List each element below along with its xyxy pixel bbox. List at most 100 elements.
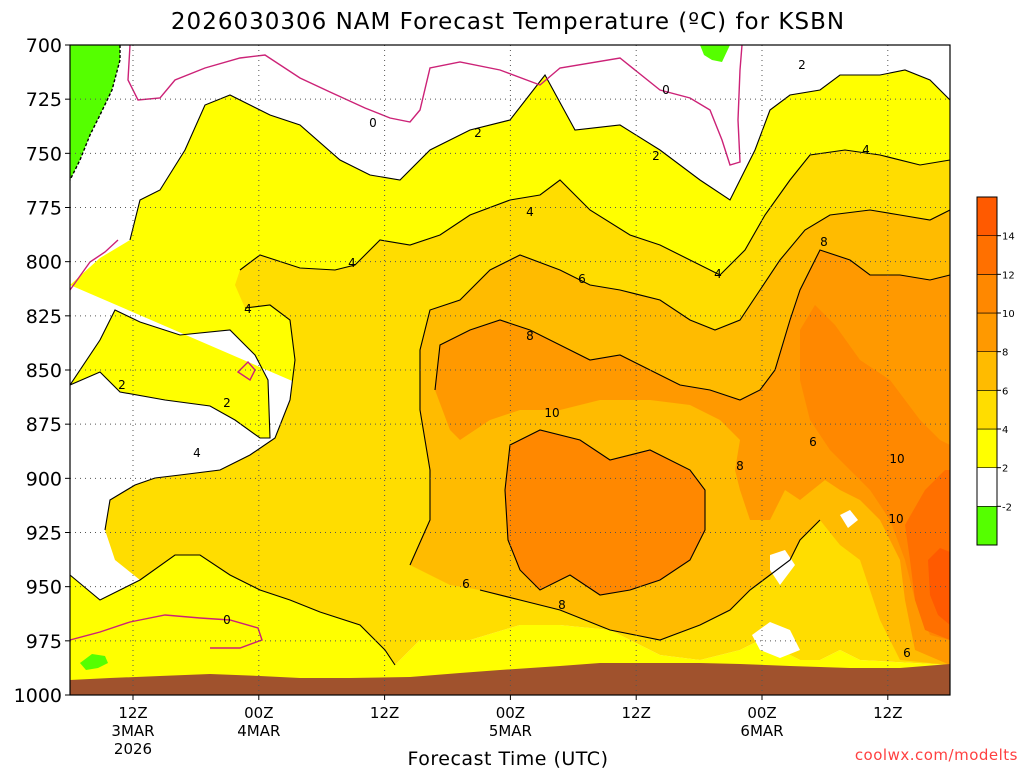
y-tick-label: 800: [26, 252, 62, 274]
cold-pocket-1: [770, 550, 795, 585]
zero-line-lower: [69, 614, 263, 649]
contour-label: 10: [544, 406, 559, 420]
x-tick-label: 00Z: [244, 704, 273, 722]
colorbar-tick-label: 6: [1002, 386, 1008, 397]
colorbar-swatch: [976, 235, 998, 275]
zero-line-left: [69, 239, 119, 291]
credit-link[interactable]: coolwx.com/modelts: [855, 746, 1018, 764]
contour-label: 4: [244, 302, 252, 316]
contour-label: 0: [662, 83, 670, 97]
contour-line-10: [504, 429, 706, 596]
ground-terrain: [70, 663, 950, 695]
contour-label: 4: [862, 143, 870, 157]
colorbar-swatch: [976, 312, 998, 352]
contour-label: 8: [558, 598, 566, 612]
colorbar-tick-label: 12: [1002, 270, 1015, 281]
colorbar-tick-label: 4: [1002, 425, 1008, 436]
y-axis: 700 725 750 775 800 825 850 875 900 925 950 975 1000: [14, 35, 70, 707]
y-tick-label: 1000: [14, 685, 62, 707]
colorbar-swatch: [976, 467, 998, 507]
colorbar-tick-label: 8: [1002, 348, 1008, 359]
y-tick-label: 825: [26, 306, 62, 328]
contour-label: 2: [652, 149, 660, 163]
colorbar-tick-label: 10: [1002, 309, 1015, 320]
contour-label: 4: [193, 446, 201, 460]
zero-line-top-1: [127, 44, 743, 166]
x-tick-label: 12Z: [622, 704, 651, 722]
contour-label: 6: [809, 435, 817, 449]
contour-label: 0: [369, 116, 377, 130]
contour-line-2: [129, 69, 951, 241]
colorbar-swatch: [976, 351, 998, 391]
cold-green-topleft: [70, 45, 120, 180]
y-tick-label: 925: [26, 523, 62, 545]
chart-title: 2026030306 NAM Forecast Temperature (ºC)…: [171, 9, 845, 35]
contour-line-left-4: [104, 304, 296, 531]
x-tick-label: 3MAR: [111, 722, 154, 740]
contour-label: 2: [798, 58, 806, 72]
cold-green-top: [700, 45, 730, 62]
contour-label: 8: [820, 235, 828, 249]
y-tick-label: 700: [26, 35, 62, 57]
cold-pocket-2: [752, 622, 800, 658]
contour-line-4: [239, 149, 951, 276]
contour-label: 6: [578, 272, 586, 286]
zero-dashed-topleft: [69, 45, 121, 181]
x-tick-label: 4MAR: [237, 722, 280, 740]
x-tick-label: 00Z: [496, 704, 525, 722]
contour-label: 6: [903, 646, 911, 660]
y-tick-label: 775: [26, 198, 62, 220]
contour-label: 0: [223, 613, 231, 627]
contour-labels: 0 0 0 2 2 2 2 2 4 4 4 4 4 4 6 6 6 6 8 8 8 8 10 10 10: [118, 58, 911, 660]
contour-line-8: [434, 249, 951, 401]
x-tick-label: 2026: [114, 740, 152, 758]
cold-pocket-3: [840, 510, 858, 528]
contour-label: 8: [736, 459, 744, 473]
contour-line-lower-2: [479, 519, 821, 641]
x-axis-label: Forecast Time (UTC): [408, 748, 609, 768]
y-tick-label: 950: [26, 577, 62, 599]
plot-area: 0 0 0 2 2 2 2 2 4 4 4 4 4 4 6 6 6 6 8 8 8 8 10 10 10: [69, 44, 951, 696]
band-14-16: [928, 548, 950, 625]
colorbar-swatch: [976, 274, 998, 314]
x-tick-label: 00Z: [747, 704, 776, 722]
colorbar-tick-label: 2: [1002, 464, 1008, 475]
contour-label: 2: [223, 396, 231, 410]
colorbar-tick-label: 14: [1002, 232, 1015, 243]
y-tick-label: 975: [26, 631, 62, 653]
colorbar-frame: [976, 196, 998, 546]
y-tick-label: 750: [26, 143, 62, 165]
y-tick-label: 900: [26, 468, 62, 490]
grid-lines: [70, 45, 950, 695]
contour-label: 10: [888, 512, 903, 526]
band-10-12: [505, 305, 950, 640]
colorbar-swatch: [976, 196, 998, 236]
x-tick-label: 6MAR: [740, 722, 783, 740]
contour-label: 8: [526, 329, 534, 343]
x-tick-label: 12Z: [370, 704, 399, 722]
contour-line-6: [409, 209, 951, 566]
y-tick-label: 725: [26, 89, 62, 111]
x-tick-label: 5MAR: [489, 722, 532, 740]
y-tick-label: 850: [26, 360, 62, 382]
contour-label: 4: [714, 267, 722, 281]
colorbar: -2 2 4 6 8 10 12 14: [976, 196, 1015, 546]
colorbar-tick-label: -2: [1002, 502, 1012, 513]
contour-line-lower: [69, 554, 396, 666]
x-tick-label: 12Z: [873, 704, 902, 722]
y-tick-label: 875: [26, 414, 62, 436]
contour-label: 10: [889, 452, 904, 466]
contour-label: 4: [348, 256, 356, 270]
contour-label: 2: [474, 126, 482, 140]
contour-label: 2: [118, 378, 126, 392]
contour-label: 4: [526, 205, 534, 219]
colorbar-swatch: [976, 506, 998, 546]
contour-lines: [69, 69, 951, 666]
zero-isotherm: [69, 44, 743, 649]
cold-green-lowleft: [80, 654, 108, 670]
colorbar-swatch: [976, 428, 998, 468]
x-tick-label: 12Z: [118, 704, 147, 722]
colorbar-swatch: [976, 390, 998, 430]
